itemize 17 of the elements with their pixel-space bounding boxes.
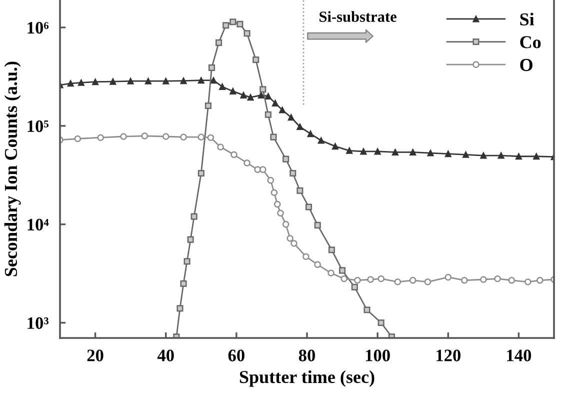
y-tick-label: 10⁴ bbox=[28, 218, 49, 231]
x-tick-label: 60 bbox=[228, 350, 244, 362]
legend-label: Si bbox=[520, 12, 534, 26]
x-tick-label: 140 bbox=[507, 350, 532, 362]
ref-line-label: Si-substrate bbox=[320, 11, 396, 22]
y-tick-label: 10⁵ bbox=[28, 120, 49, 132]
y-axis-title: Secondary Ion Counts (a.u.) bbox=[4, 62, 21, 276]
x-axis-title: Sputter time (sec) bbox=[240, 370, 374, 387]
x-tick-label: 80 bbox=[298, 350, 316, 362]
y-tick-label: 10⁶ bbox=[28, 22, 49, 34]
legend-label: Co bbox=[520, 36, 541, 48]
x-tick-label: 100 bbox=[366, 350, 390, 362]
x-tick-label: 20 bbox=[87, 350, 104, 362]
legend-label: O bbox=[520, 58, 532, 72]
x-tick-label: 120 bbox=[436, 350, 460, 362]
x-tick-label: 40 bbox=[157, 350, 174, 362]
y-tick-label: 10³ bbox=[28, 317, 49, 329]
